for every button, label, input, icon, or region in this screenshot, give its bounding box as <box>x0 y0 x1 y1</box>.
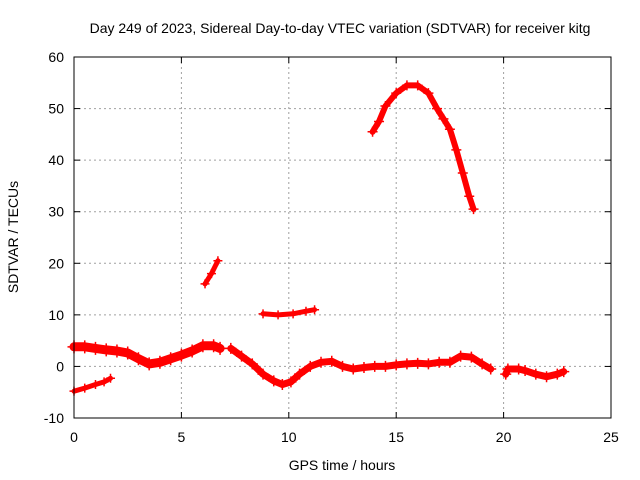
data-point <box>444 124 455 135</box>
data-point <box>401 80 412 91</box>
data-point <box>258 309 268 319</box>
data-point <box>444 356 456 368</box>
data-point <box>99 343 113 357</box>
y-axis-label: SDTVAR / TECUs <box>5 181 21 293</box>
chart-title: Day 249 of 2023, Sidereal Day-to-day VTE… <box>90 20 591 36</box>
data-point <box>246 358 258 370</box>
data-point <box>78 340 92 354</box>
data-point <box>213 256 223 266</box>
data-point <box>131 352 145 366</box>
data-point <box>423 88 434 99</box>
data-point <box>207 339 221 353</box>
data-point <box>337 360 348 372</box>
x-tick-label: 15 <box>388 429 404 445</box>
data-point <box>380 100 391 111</box>
x-tick-label: 10 <box>281 429 297 445</box>
data-point <box>391 88 402 99</box>
data-point <box>90 379 100 389</box>
data-point <box>99 377 109 387</box>
y-tick-label: 20 <box>48 255 64 271</box>
data-point <box>401 358 413 370</box>
data-point <box>530 368 542 380</box>
x-tick-label: 5 <box>178 429 186 445</box>
data-point <box>294 368 306 380</box>
data-point <box>213 341 227 355</box>
data-point <box>422 358 434 370</box>
y-tick-label: 60 <box>48 49 64 65</box>
data-point <box>465 351 477 363</box>
x-tick-label: 25 <box>603 429 619 445</box>
data-point <box>367 126 378 137</box>
data-point <box>457 168 468 179</box>
data-point <box>551 368 563 380</box>
axes-ticks: 0 5 10 15 20 25 -10 0 10 20 30 40 50 60 <box>44 49 619 445</box>
data-point <box>174 348 188 362</box>
series-baseline-late <box>502 365 568 381</box>
data-point <box>464 191 475 202</box>
data-point <box>310 305 320 315</box>
data-point <box>285 376 297 388</box>
data-point <box>121 346 135 360</box>
data-point <box>513 363 525 375</box>
data-point <box>438 113 449 124</box>
data-point <box>485 363 497 375</box>
data-point <box>185 344 199 358</box>
data-point <box>164 352 178 366</box>
data-point <box>268 375 280 387</box>
data-point <box>412 80 423 91</box>
data-point <box>236 350 248 362</box>
data-point <box>476 358 488 370</box>
data-point <box>276 378 288 390</box>
data-point <box>390 359 402 371</box>
data-point <box>153 355 167 369</box>
y-tick-label: -10 <box>44 410 64 426</box>
data-point <box>432 103 443 114</box>
data-point <box>347 363 359 375</box>
y-tick-label: 30 <box>48 204 64 220</box>
data-point <box>451 144 462 155</box>
data-point <box>500 368 512 380</box>
data-point <box>257 368 269 380</box>
x-axis-label: GPS time / hours <box>289 457 396 473</box>
data-point <box>369 360 381 372</box>
data-point <box>468 204 479 215</box>
y-tick-label: 40 <box>48 152 64 168</box>
data-point <box>379 360 391 372</box>
x-tick-label: 0 <box>70 429 78 445</box>
data-point <box>304 360 316 372</box>
series-arc-high <box>369 82 477 213</box>
data-point <box>88 341 102 355</box>
data-point <box>558 366 570 378</box>
data-point <box>374 116 385 127</box>
plot-frame <box>73 56 612 419</box>
data-point <box>502 363 514 375</box>
data-point <box>541 371 553 383</box>
data-point <box>110 344 124 358</box>
data-point <box>106 373 116 383</box>
data-point <box>206 269 216 279</box>
y-tick-label: 0 <box>56 358 64 374</box>
data-point <box>200 279 210 289</box>
data-point <box>301 306 311 316</box>
data-point <box>358 361 370 373</box>
data-point <box>273 310 283 320</box>
y-tick-label: 50 <box>48 101 64 117</box>
data-point <box>433 356 445 368</box>
plot-area <box>67 80 570 396</box>
data-point <box>142 357 156 371</box>
data-point <box>80 383 90 393</box>
data-point <box>326 355 338 367</box>
data-point <box>315 356 327 368</box>
data-point <box>519 365 531 377</box>
data-point <box>225 342 237 354</box>
x-tick-label: 20 <box>496 429 512 445</box>
data-point <box>288 309 298 319</box>
data-point <box>412 357 424 369</box>
y-tick-label: 10 <box>48 307 64 323</box>
data-point <box>455 350 467 362</box>
